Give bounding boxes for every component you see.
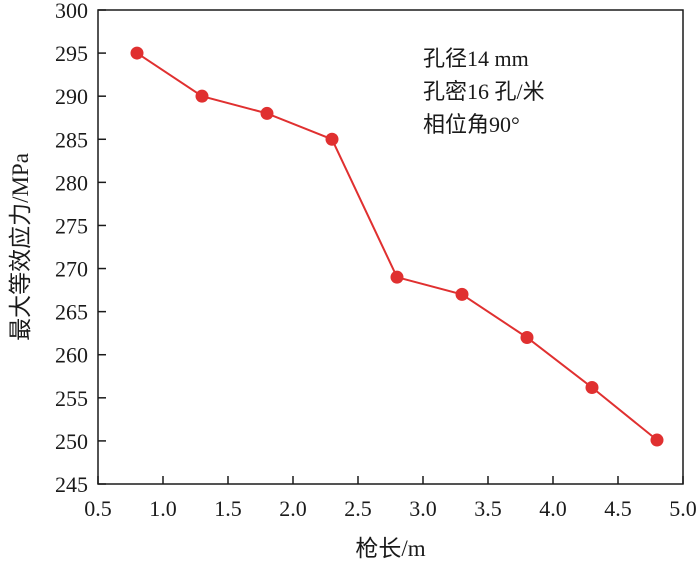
- x-tick-label: 2.0: [279, 496, 307, 521]
- data-point: [585, 380, 599, 394]
- y-tick-label: 260: [55, 343, 88, 368]
- x-tick-label: 1.0: [149, 496, 177, 521]
- y-tick-label: 280: [55, 170, 88, 195]
- x-tick-label: 1.5: [214, 496, 242, 521]
- y-tick-label: 290: [55, 84, 88, 109]
- plot-border: [97, 9, 684, 485]
- data-point: [390, 270, 404, 284]
- x-axis-title: 枪长/m: [355, 536, 425, 561]
- annotation-line: 孔径14 mm: [423, 46, 529, 71]
- x-tick-label: 4.0: [539, 496, 567, 521]
- data-point: [130, 46, 144, 60]
- x-axis-ticks: 0.5 1.0 1.5 2.0 2.5 3.0 3.5 4.0 4.5 5.0: [84, 476, 697, 521]
- y-tick-label: 245: [55, 472, 88, 497]
- x-tick-label: 2.5: [344, 496, 372, 521]
- x-tick-label: 0.5: [84, 496, 112, 521]
- data-point: [455, 287, 469, 301]
- y-axis-title: 最大等效应力/MPa: [8, 153, 33, 341]
- y-tick-label: 275: [55, 213, 88, 238]
- data-point: [195, 89, 209, 103]
- data-point: [520, 330, 534, 344]
- annotation-line: 孔密16 孔/米: [423, 79, 545, 104]
- data-point: [260, 106, 274, 120]
- plot-frame: [97, 9, 684, 485]
- y-tick-label: 270: [55, 257, 88, 282]
- y-tick-label: 295: [55, 41, 88, 66]
- y-tick-label: 285: [55, 127, 88, 152]
- data-point: [325, 132, 339, 146]
- data-point: [650, 433, 664, 447]
- series-line: [136, 52, 658, 441]
- x-tick-label: 3.0: [409, 496, 437, 521]
- x-tick-label: 5.0: [669, 496, 697, 521]
- x-tick-label: 3.5: [474, 496, 502, 521]
- y-tick-label: 300: [55, 0, 88, 23]
- y-tick-label: 265: [55, 300, 88, 325]
- y-tick-label: 255: [55, 386, 88, 411]
- series-layer: [130, 46, 664, 447]
- x-tick-label: 4.5: [604, 496, 632, 521]
- y-tick-label: 250: [55, 429, 88, 454]
- annotation-line: 相位角90°: [423, 112, 520, 137]
- y-axis-ticks: 245 250 255 260 265 270 275 280 285 290 295 300: [55, 0, 106, 497]
